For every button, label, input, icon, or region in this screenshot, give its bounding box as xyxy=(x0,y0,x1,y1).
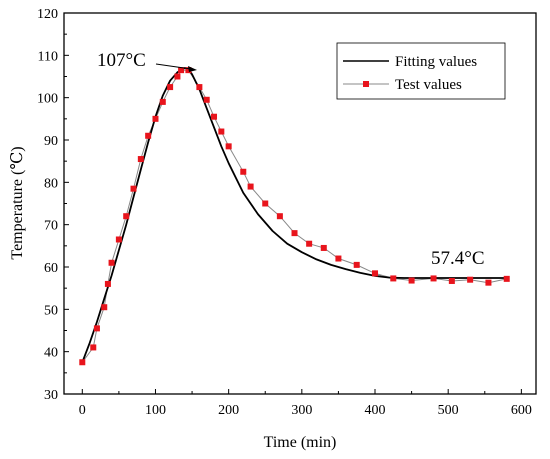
fitting-values-line xyxy=(81,67,507,363)
test-value-point xyxy=(104,280,111,287)
test-value-point xyxy=(101,304,108,311)
y-tick-label: 60 xyxy=(44,261,58,276)
test-value-point xyxy=(335,255,342,262)
test-value-point xyxy=(137,156,144,163)
test-value-point xyxy=(485,279,492,286)
test-value-point xyxy=(203,96,210,103)
test-value-point xyxy=(130,185,137,192)
peak-annotation-arrowhead xyxy=(188,66,197,72)
test-value-point xyxy=(93,325,100,332)
test-value-point xyxy=(185,67,192,74)
legend-swatch-test-marker xyxy=(363,81,369,87)
test-value-point xyxy=(430,275,437,282)
y-tick-label: 40 xyxy=(44,346,58,361)
y-axis-title: Temperature (℃) xyxy=(9,146,26,259)
test-value-point xyxy=(218,128,225,135)
test-value-point xyxy=(306,240,313,247)
test-value-point xyxy=(145,132,152,139)
x-tick-label: 500 xyxy=(438,403,459,418)
x-tick-label: 600 xyxy=(511,403,532,418)
legend-box xyxy=(336,42,506,100)
test-value-point xyxy=(115,236,122,243)
test-value-point xyxy=(174,73,181,80)
test-value-point xyxy=(123,213,130,220)
x-axis-title: Time (min) xyxy=(264,434,337,451)
test-value-point xyxy=(159,98,166,105)
test-value-point xyxy=(90,344,97,351)
test-value-point xyxy=(167,84,174,91)
y-tick-label: 30 xyxy=(44,388,58,403)
y-tick-label: 110 xyxy=(38,49,58,64)
test-value-point xyxy=(262,200,269,207)
test-values-line xyxy=(81,69,507,363)
x-axis: 0 100 200 300 400 500 600 xyxy=(79,389,532,418)
legend-label-fitting: Fitting values xyxy=(395,54,477,70)
peak-annotation: 107°C xyxy=(97,50,197,72)
final-annotation-label: 57.4°C xyxy=(431,248,485,269)
x-tick-label: 0 xyxy=(79,403,86,418)
test-value-point xyxy=(390,275,397,282)
legend: Fitting values Test values xyxy=(336,42,506,100)
y-tick-label: 80 xyxy=(44,176,58,191)
x-tick-label: 300 xyxy=(291,403,312,418)
test-value-point xyxy=(276,213,283,220)
test-value-point xyxy=(291,230,298,237)
y-tick-label: 50 xyxy=(44,303,58,318)
test-value-point xyxy=(196,84,203,91)
test-value-point xyxy=(152,115,159,122)
x-tick-label: 400 xyxy=(365,403,386,418)
test-value-point xyxy=(353,261,360,268)
test-value-point xyxy=(408,277,415,284)
x-tick-label: 100 xyxy=(145,403,166,418)
peak-annotation-arrow xyxy=(155,63,192,70)
test-value-point xyxy=(225,143,232,150)
test-value-point xyxy=(448,277,455,284)
series-layer xyxy=(79,67,510,366)
test-value-point xyxy=(467,276,474,283)
legend-label-test: Test values xyxy=(395,77,462,93)
test-value-point xyxy=(240,168,247,175)
test-value-point xyxy=(79,359,86,366)
y-axis: 30 40 50 60 70 80 90 100 110 120 xyxy=(37,7,69,403)
test-value-point xyxy=(211,113,218,120)
test-value-point xyxy=(178,67,185,74)
test-value-point xyxy=(247,183,254,190)
test-value-point xyxy=(503,275,510,282)
y-tick-label: 120 xyxy=(37,7,58,22)
test-value-point xyxy=(108,259,115,266)
x-tick-label: 200 xyxy=(218,403,239,418)
test-value-point xyxy=(372,270,379,277)
peak-annotation-label: 107°C xyxy=(97,50,146,71)
y-tick-label: 100 xyxy=(37,92,58,107)
test-value-point xyxy=(320,244,327,251)
y-tick-label: 70 xyxy=(44,219,58,234)
y-tick-label: 90 xyxy=(44,134,58,149)
